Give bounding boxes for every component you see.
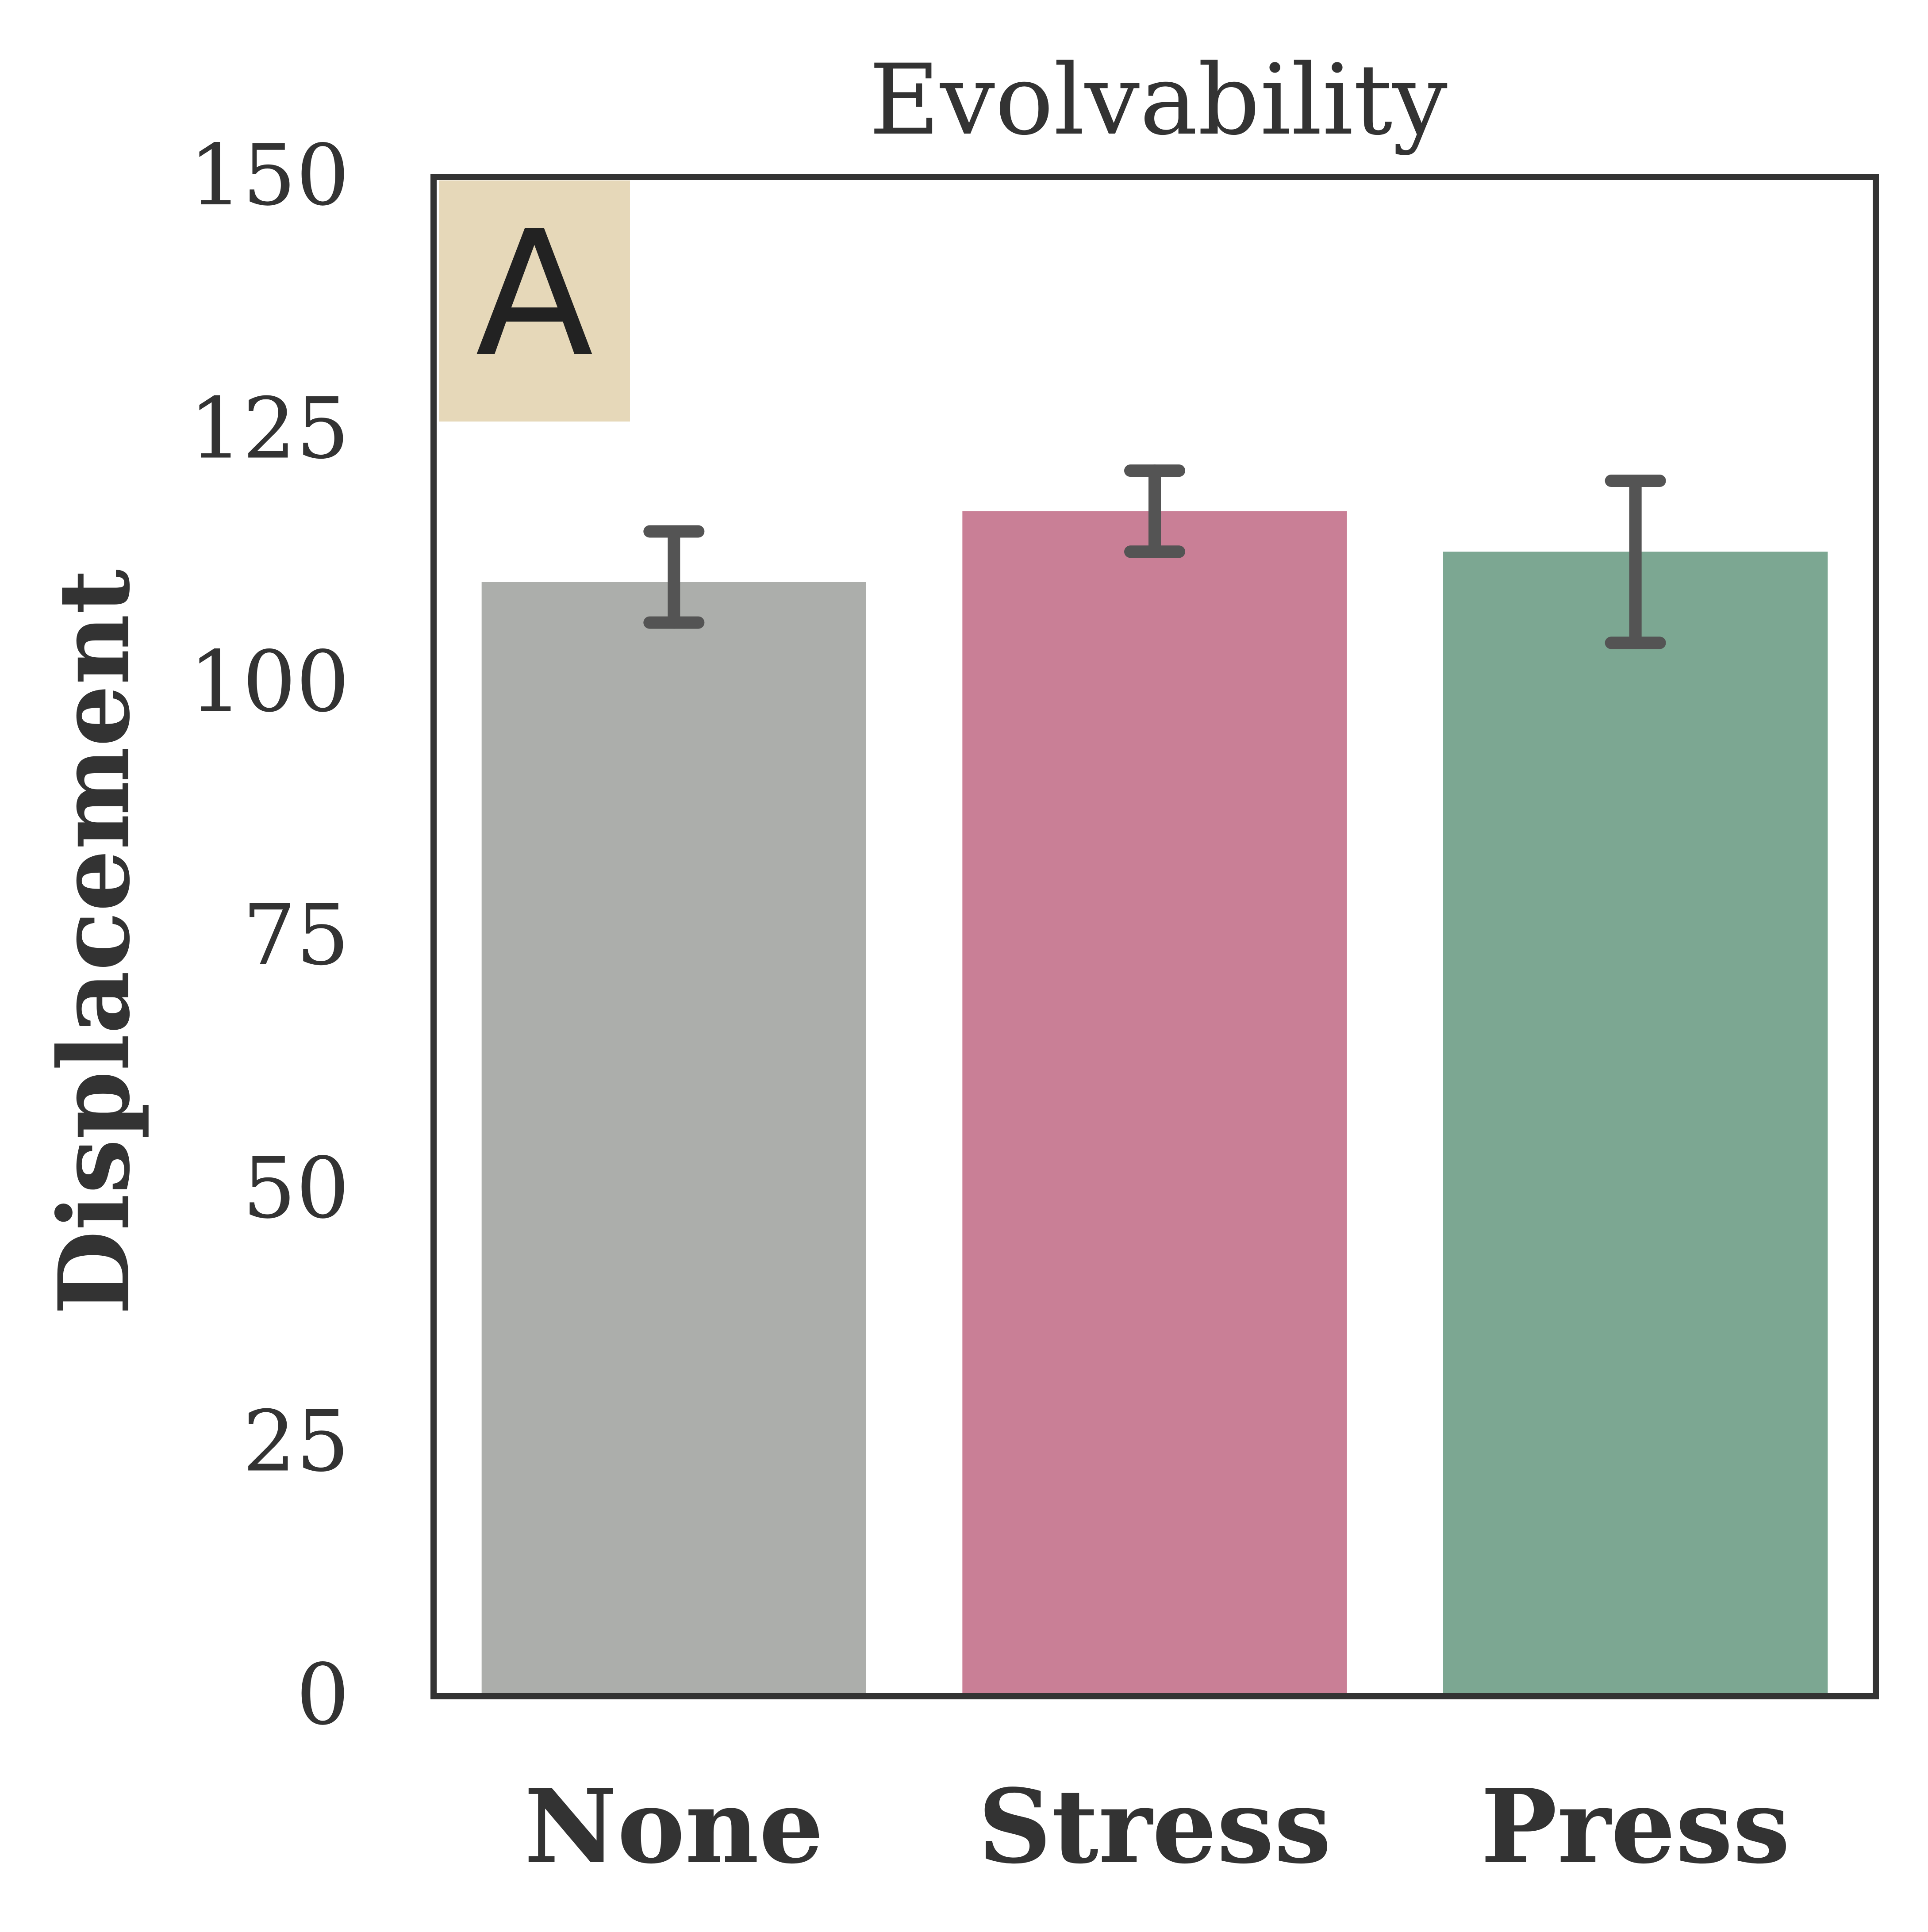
bars bbox=[481, 511, 1828, 1696]
x-tick-label-stress: Stress bbox=[978, 1767, 1332, 1886]
bar-press bbox=[1443, 552, 1828, 1696]
bar-none bbox=[481, 582, 866, 1696]
chart-title: Evolvability bbox=[869, 43, 1448, 157]
panel-label-background bbox=[439, 180, 630, 422]
plot-frame bbox=[430, 174, 1879, 1699]
y-tick-label: 100 bbox=[189, 633, 349, 731]
x-tick-labels: None Stress Press bbox=[524, 1767, 1790, 1886]
y-tick-label: 25 bbox=[242, 1393, 349, 1491]
y-tick-label: 0 bbox=[296, 1646, 349, 1744]
x-tick-label-press: Press bbox=[1481, 1767, 1790, 1886]
y-tick-label: 150 bbox=[189, 126, 349, 224]
y-tick-label: 50 bbox=[242, 1139, 349, 1237]
error-bar-none bbox=[643, 525, 705, 629]
y-tick-label: 75 bbox=[242, 886, 349, 984]
panel-label: A bbox=[476, 194, 594, 395]
x-tick-label-none: None bbox=[524, 1767, 824, 1886]
y-tick-labels: 0 25 50 75 100 125 150 bbox=[189, 126, 349, 1744]
y-axis-label: Displacement bbox=[37, 569, 151, 1315]
error-bar-stress bbox=[1124, 464, 1185, 558]
error-bar-press bbox=[1605, 475, 1666, 649]
error-bars bbox=[643, 464, 1666, 649]
bar-stress bbox=[962, 511, 1347, 1696]
y-tick-label: 125 bbox=[189, 380, 349, 478]
